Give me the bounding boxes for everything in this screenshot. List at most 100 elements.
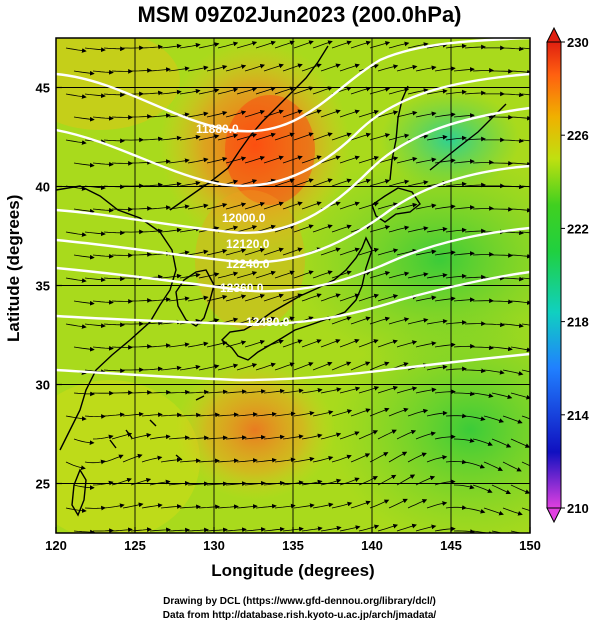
streamline-arrow — [312, 132, 333, 141]
temperature-field — [56, 38, 530, 533]
streamline-arrow — [369, 361, 390, 371]
streamline-arrow — [415, 524, 437, 532]
streamline-arrow — [350, 500, 371, 509]
streamline-arrow — [84, 277, 106, 283]
streamline-arrow — [122, 411, 144, 417]
streamline-arrow — [111, 527, 133, 533]
contour-label-12360: 12360.0 — [220, 281, 264, 295]
streamline-arrow — [388, 271, 410, 279]
streamline-arrow — [282, 293, 303, 302]
y-tick-label: 45 — [36, 81, 50, 96]
streamline-arrow — [282, 63, 303, 72]
streamline-arrow — [92, 69, 114, 75]
streamline-arrow — [320, 109, 341, 118]
streamline-arrow — [263, 247, 284, 256]
streamline-arrow — [369, 452, 389, 463]
streamline-arrow — [225, 110, 247, 118]
streamline-arrow — [301, 201, 322, 210]
streamline-arrow — [331, 178, 352, 187]
streamline-arrow — [377, 156, 399, 164]
streamline-arrow — [434, 66, 456, 72]
streamline-arrow — [464, 182, 486, 188]
streamline-arrow — [331, 501, 353, 509]
streamline-arrow — [331, 40, 352, 49]
streamline-arrow — [491, 484, 511, 495]
streamline-arrow — [236, 504, 258, 509]
streamline-arrow — [103, 46, 125, 52]
streamline-arrow — [84, 505, 106, 511]
streamline-arrow — [510, 530, 530, 533]
streamline-arrow — [65, 139, 87, 145]
streamline-arrow — [168, 527, 190, 533]
streamline-arrow — [453, 343, 475, 349]
streamline-arrow — [206, 64, 228, 72]
streamline-arrow — [502, 276, 524, 282]
streamline-arrow — [396, 248, 418, 256]
streamline-arrow — [434, 434, 456, 440]
streamline-arrow — [377, 248, 399, 256]
streamline-arrow — [339, 155, 360, 164]
streamline-arrow — [320, 293, 341, 302]
streamline-arrow — [149, 113, 171, 118]
colorbar-tick-label: 230 — [567, 35, 589, 50]
streamline-arrow — [407, 408, 429, 417]
streamline-arrow — [510, 300, 530, 306]
streamline-arrow — [236, 87, 258, 95]
streamline-arrow — [274, 178, 295, 187]
streamline-arrow — [282, 155, 303, 164]
streamline-arrow — [358, 430, 379, 440]
streamline-arrow — [510, 392, 530, 400]
streamline-arrow — [388, 133, 410, 141]
streamline-arrow — [84, 47, 106, 53]
streamline-arrow — [521, 507, 530, 512]
streamline-arrow — [312, 270, 333, 279]
streamline-arrow — [293, 86, 314, 95]
streamline-arrow — [312, 410, 334, 417]
streamline-arrow — [103, 368, 125, 374]
streamline-arrow — [149, 527, 171, 533]
streamline-arrow — [396, 110, 418, 118]
streamline-arrow — [293, 270, 314, 279]
streamline-arrow — [415, 111, 437, 118]
streamline-arrow — [206, 389, 228, 395]
streamline-arrow — [141, 136, 163, 142]
streamline-arrow — [377, 110, 399, 118]
streamline-arrow — [320, 63, 341, 72]
streamline-arrow — [73, 300, 95, 306]
streamline-arrow — [187, 157, 209, 164]
streamline-arrow — [206, 110, 228, 118]
streamline-arrow — [426, 454, 448, 463]
streamline-arrow — [350, 40, 372, 49]
streamline-arrow — [131, 344, 152, 349]
streamline-arrow — [255, 270, 276, 279]
streamline-arrow — [396, 523, 417, 532]
streamline-arrow — [103, 230, 125, 236]
streamline-arrow — [282, 109, 303, 118]
streamline-arrow — [141, 90, 163, 96]
streamline-arrow — [282, 247, 303, 256]
streamline-arrow — [377, 294, 399, 302]
streamline-arrow — [236, 225, 258, 233]
streamline-arrow — [502, 138, 524, 144]
streamline-arrow — [388, 179, 410, 187]
streamline-arrow — [453, 297, 475, 303]
streamline-arrow — [521, 277, 530, 280]
streamline-arrow — [168, 296, 190, 302]
streamline-arrow — [130, 390, 152, 395]
streamline-arrow — [521, 323, 530, 326]
streamline-arrow — [491, 530, 513, 533]
streamline-arrow — [407, 499, 428, 509]
streamline-arrow — [293, 224, 314, 233]
streamline-arrow — [472, 252, 494, 257]
streamline-arrow — [369, 87, 391, 95]
streamline-arrow — [350, 86, 372, 95]
streamline-arrow — [65, 461, 86, 470]
streamline-arrow — [388, 41, 410, 49]
streamline-arrow — [491, 299, 513, 305]
streamline-arrow — [217, 133, 239, 141]
colorbar-min-arrow — [546, 507, 562, 524]
streamline-arrow — [415, 341, 437, 348]
streamline-arrow — [434, 250, 456, 256]
streamline-arrow — [510, 438, 530, 448]
